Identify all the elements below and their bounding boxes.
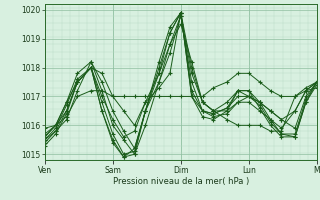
X-axis label: Pression niveau de la mer( hPa ): Pression niveau de la mer( hPa )	[113, 177, 249, 186]
